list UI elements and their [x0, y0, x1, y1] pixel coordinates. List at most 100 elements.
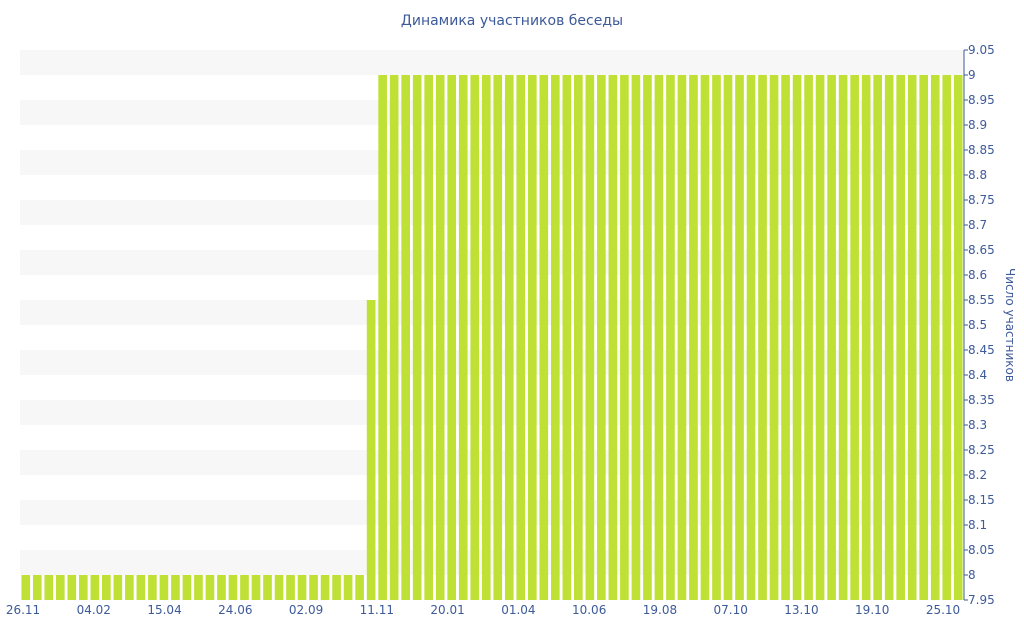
bar [44, 575, 54, 600]
x-tick-label: 11.11 [360, 603, 394, 617]
bar [481, 75, 491, 600]
bar [125, 575, 134, 600]
bar [689, 75, 698, 600]
y-tick-label: 7.95 [968, 593, 995, 607]
bar [366, 300, 376, 600]
x-tick-label: 15.04 [147, 603, 181, 617]
bars [21, 75, 963, 600]
bar [907, 75, 917, 600]
bar [873, 75, 882, 600]
bar [332, 575, 341, 600]
y-tick-label: 8.95 [968, 93, 995, 107]
bar [458, 75, 468, 600]
bar [792, 75, 802, 600]
bar [539, 75, 549, 600]
bar [435, 75, 445, 600]
y-axis: 9.05 9 8.95 8.9 8.85 8.8 8.75 8.7 8.65 8.6 8.55 8.5… [963, 43, 995, 607]
bar [884, 75, 894, 600]
bar [516, 75, 526, 600]
bar [32, 575, 42, 600]
bar [723, 75, 733, 600]
chart-title: Динамика участников беседы [400, 13, 624, 29]
bar [930, 75, 940, 600]
bar [942, 75, 952, 600]
y-tick-label: 9 [968, 68, 976, 82]
bar [574, 75, 583, 600]
y-tick-label: 8.5 [968, 318, 987, 332]
bar [113, 575, 123, 600]
x-tick-label: 07.10 [714, 603, 748, 617]
y-tick-label: 8.9 [968, 118, 987, 132]
bar [228, 575, 238, 600]
bar [769, 75, 779, 600]
bar [804, 75, 813, 600]
bar [194, 575, 203, 600]
y-tick-label: 8.15 [968, 493, 995, 507]
bar [677, 75, 687, 600]
bar [597, 75, 606, 600]
bar [251, 575, 261, 600]
x-tick-label: 20.01 [430, 603, 464, 617]
bar [320, 575, 330, 600]
bar [504, 75, 514, 600]
bar [746, 75, 756, 600]
x-tick-label: 04.02 [77, 603, 111, 617]
bar [585, 75, 595, 600]
bar [838, 75, 848, 600]
bar [412, 75, 422, 600]
bar [159, 575, 169, 600]
bar [781, 75, 790, 600]
bar [815, 75, 825, 600]
bar [758, 75, 767, 600]
x-tick-label: 25.10 [926, 603, 960, 617]
y-tick-label: 8.55 [968, 293, 995, 307]
bar [712, 75, 721, 600]
bar [401, 75, 410, 600]
y-tick-label: 9.05 [968, 43, 995, 57]
bar [217, 575, 226, 600]
x-tick-label: 26.11 [6, 603, 40, 617]
bar [631, 75, 641, 600]
bar [55, 575, 65, 600]
y-tick-label: 8.2 [968, 468, 987, 482]
bar [861, 75, 871, 600]
y-tick-label: 8 [968, 568, 976, 582]
x-tick-label: 01.04 [501, 603, 535, 617]
y-tick-label: 8.45 [968, 343, 995, 357]
bar [493, 75, 503, 600]
y-tick-label: 8.35 [968, 393, 995, 407]
y-tick-label: 8.85 [968, 143, 995, 157]
y-tick-label: 8.4 [968, 368, 987, 382]
x-axis: 26.11 04.02 15.04 24.06 02.09 11.11 20.01 01.04… [6, 603, 960, 617]
y-tick-label: 8.8 [968, 168, 987, 182]
bar [827, 75, 836, 600]
bar [378, 75, 387, 600]
bar [274, 575, 284, 600]
x-tick-label: 19.08 [643, 603, 677, 617]
bar [654, 75, 664, 600]
bar [263, 575, 272, 600]
bar [136, 575, 146, 600]
x-tick-label: 10.06 [572, 603, 606, 617]
bar [562, 75, 572, 600]
grid-band [20, 50, 964, 75]
bar [919, 75, 929, 600]
y-tick-label: 8.05 [968, 543, 995, 557]
bar [182, 575, 192, 600]
bar [643, 75, 652, 600]
y-tick-label: 8.6 [968, 268, 987, 282]
bar [286, 575, 295, 600]
bar [735, 75, 744, 600]
y-axis-title: Число участников [1003, 268, 1017, 382]
bar [79, 575, 88, 600]
bar [700, 75, 710, 600]
y-tick-label: 8.7 [968, 218, 987, 232]
bar [355, 575, 364, 600]
bar [343, 575, 353, 600]
bar [470, 75, 480, 600]
bar [850, 75, 859, 600]
x-tick-label: 19.10 [855, 603, 889, 617]
bar [148, 575, 157, 600]
